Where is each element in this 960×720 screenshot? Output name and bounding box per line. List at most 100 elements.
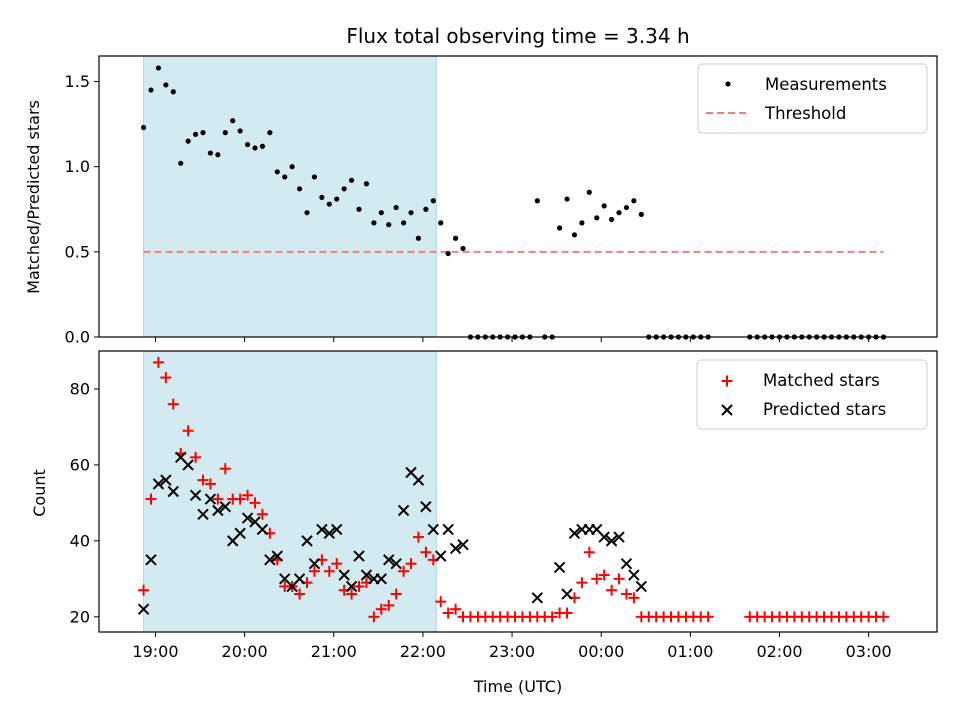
chart-title: Flux total observing time = 3.34 h (346, 24, 689, 48)
predicted-star-point (397, 504, 410, 517)
matched-star-point (212, 493, 224, 505)
measurement-point (341, 186, 347, 192)
top-panel: 0.0 0.5 1.0 1.5 Matched/Predicted stars Mea… (24, 55, 938, 347)
predicted-star-point (323, 527, 336, 539)
predicted-star-point (353, 550, 365, 562)
bottom-legend: Matched stars Predicted stars (696, 359, 928, 430)
measurement-point (334, 196, 340, 202)
matched-star-point (160, 372, 172, 384)
predicted-star-point (241, 512, 254, 524)
bottom-legend-box (696, 359, 928, 430)
matched-star-point (219, 463, 231, 475)
predicted-star-point (457, 538, 469, 551)
predicted-star-point (598, 531, 610, 543)
top-y-ticks: 0.0 0.5 1.0 1.5 (65, 72, 99, 347)
measurement-point (207, 150, 214, 156)
measurement-point (579, 220, 585, 226)
matched-star-point (167, 398, 179, 410)
predicted-star-point (345, 580, 358, 593)
predicted-star-point (293, 573, 306, 585)
legend-predicted-label: Predicted stars (763, 400, 886, 419)
legend-predicted-marker (721, 404, 733, 416)
measurement-point (311, 174, 318, 180)
measurement-point (304, 210, 310, 216)
predicted-star-point (264, 554, 276, 566)
measurement-point (430, 198, 436, 204)
measurement-point (252, 145, 258, 151)
bottom-x-axis-label: Time (UTC) (473, 677, 562, 696)
measurement-point (623, 204, 630, 211)
matched-star-point (450, 603, 462, 615)
matched-star-point (598, 569, 610, 581)
measurement-point (348, 177, 355, 183)
matched-star-point (197, 474, 209, 486)
predicted-star-point (435, 550, 447, 562)
measurement-point (386, 222, 392, 228)
matched-star-point (435, 596, 447, 608)
measurement-point (200, 130, 206, 136)
predicted-star-point (152, 478, 165, 490)
matched-star-point (256, 508, 268, 520)
predicted-star-point (204, 493, 217, 505)
matched-star-point (346, 588, 358, 600)
top-legend-box (697, 63, 928, 134)
predicted-star-point (212, 504, 224, 517)
matched-star-point (383, 599, 395, 611)
matched-star-point (249, 497, 261, 509)
x-tick-label: 22:00 (400, 642, 446, 661)
top-shaded-interval (143, 55, 437, 338)
matched-star-point (561, 607, 573, 619)
matched-star-point (331, 558, 343, 570)
predicted-star-point (145, 554, 157, 566)
measurement-point (274, 169, 280, 175)
matched-star-point (145, 493, 157, 505)
predicted-star-point (301, 535, 313, 547)
x-tick-label: 21:00 (311, 642, 357, 661)
measurement-point (178, 160, 184, 166)
predicted-star-point (219, 500, 232, 513)
legend-measurements-label: Measurements (765, 75, 887, 94)
measurement-point (363, 181, 370, 187)
matched-star-point (138, 584, 150, 596)
top-y-axis-label: Matched/Predicted stars (24, 100, 43, 294)
x-tick-label: 02:00 (756, 642, 802, 661)
matched-star-point (628, 592, 640, 604)
matched-star-point (591, 573, 603, 585)
measurement-point (586, 189, 592, 195)
measurement-point (267, 130, 273, 136)
measurement-point (638, 211, 644, 217)
measurement-point (571, 232, 578, 238)
matched-star-point (606, 584, 618, 596)
predicted-star-point (375, 573, 388, 585)
matched-star-point (182, 425, 194, 437)
bottom-y-ticks: 20 40 60 80 (70, 379, 99, 626)
y-tick-label: 1.0 (65, 157, 90, 176)
predicted-star-point (331, 523, 343, 536)
predicted-star-point (182, 459, 194, 471)
x-tick-label: 03:00 (846, 642, 892, 661)
top-axes-frame (98, 55, 938, 338)
predicted-star-point (442, 523, 454, 536)
predicted-star-point (390, 557, 402, 570)
matched-star-point (308, 565, 320, 577)
bottom-marks (137, 356, 890, 623)
y-tick-label: 1.5 (65, 72, 90, 91)
predicted-star-point (531, 592, 544, 604)
predicted-star-point (338, 569, 350, 581)
predicted-star-point (561, 588, 573, 600)
matched-star-point (546, 611, 558, 623)
predicted-star-point (308, 557, 321, 570)
measurement-point (319, 194, 325, 200)
predicted-star-point (271, 550, 284, 562)
measurement-point (244, 141, 251, 148)
measurement-point (148, 87, 154, 93)
measurement-point (155, 65, 162, 71)
top-x-ticks (154, 337, 870, 342)
top-legend: Measurements Threshold (697, 63, 928, 134)
bottom-axes-frame (98, 350, 938, 633)
matched-star-point (398, 565, 410, 577)
matched-star-point (152, 356, 164, 368)
x-tick-label: 23:00 (489, 642, 535, 661)
matched-star-point (420, 546, 432, 558)
